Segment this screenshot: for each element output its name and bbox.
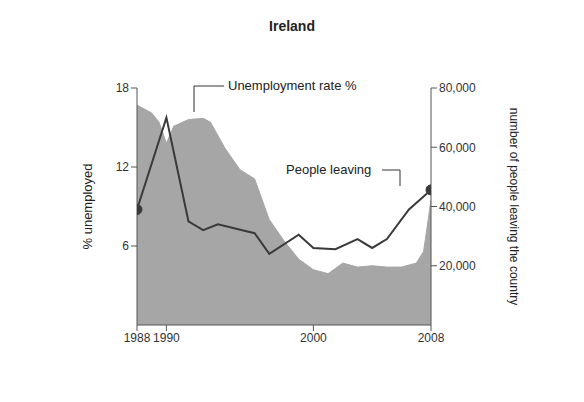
svg-text:2008: 2008 <box>418 331 445 345</box>
svg-text:18: 18 <box>116 81 130 95</box>
svg-text:% unemployed: % unemployed <box>80 164 95 250</box>
svg-text:6: 6 <box>122 239 129 253</box>
svg-text:1988: 1988 <box>124 331 151 345</box>
svg-text:12: 12 <box>116 160 130 174</box>
svg-text:1990: 1990 <box>153 331 180 345</box>
svg-text:60,000: 60,000 <box>439 141 476 155</box>
html-text:Ireland: Ireland <box>269 18 315 34</box>
svg-text:number of people leaving the c: number of people leaving the country <box>507 108 521 305</box>
html-text:People leaving: People leaving <box>286 162 372 177</box>
svg-text:20,000: 20,000 <box>439 259 476 273</box>
svg-text:2000: 2000 <box>300 331 327 345</box>
svg-text:80,000: 80,000 <box>439 81 476 95</box>
html-text:Unemployment rate %: Unemployment rate % <box>228 78 357 93</box>
svg-text:40,000: 40,000 <box>439 200 476 214</box>
